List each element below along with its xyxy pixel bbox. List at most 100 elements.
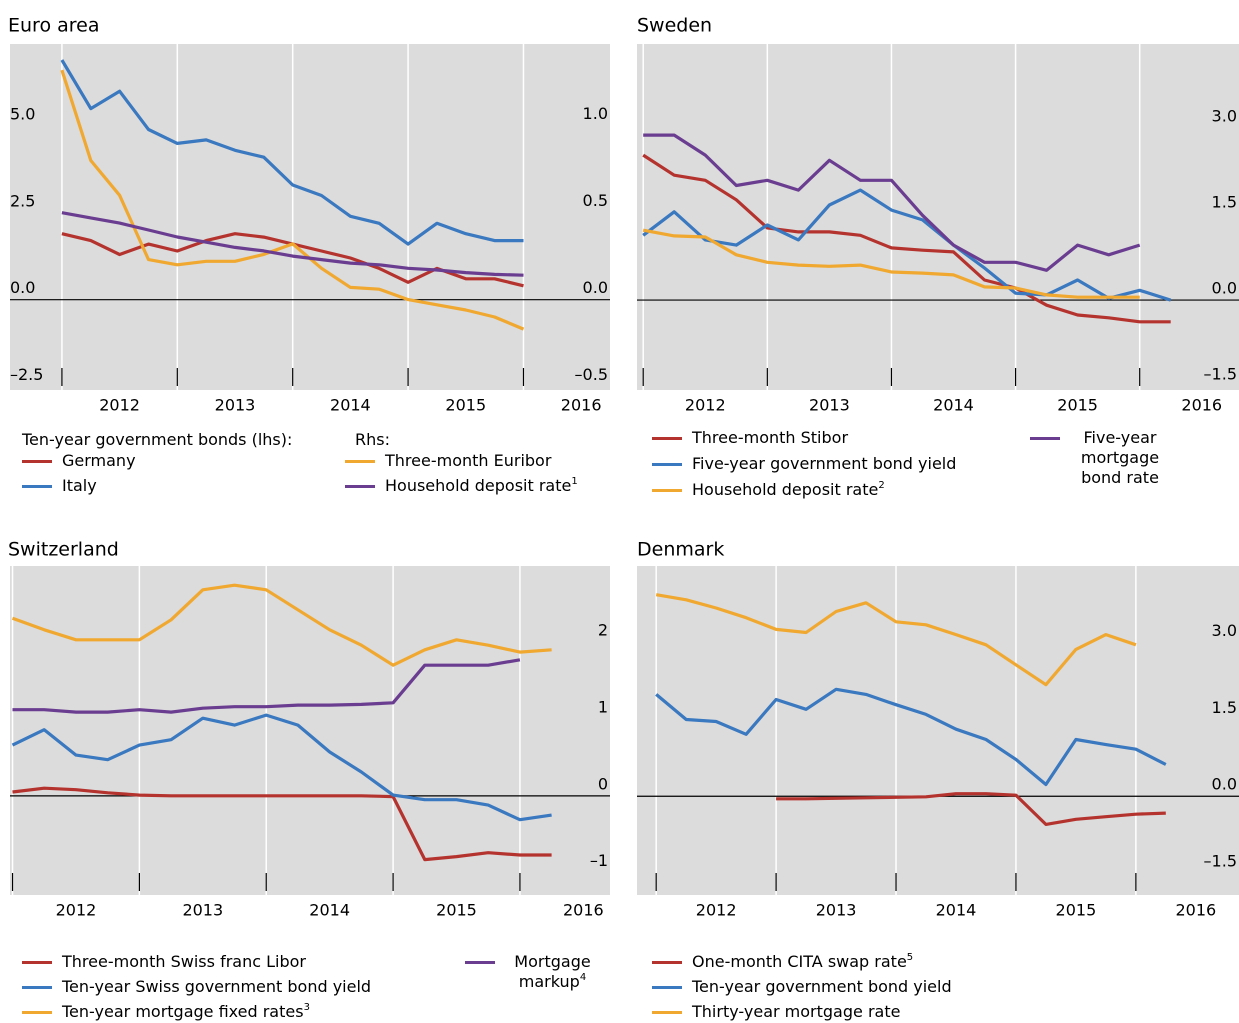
legend-text: Thirty-year mortgage rate	[692, 1002, 901, 1021]
legend-text: Ten-year mortgage fixed rates	[62, 1002, 304, 1021]
series-line	[60, 69, 525, 331]
legend-swatch	[22, 460, 52, 463]
chart-title: Switzerland	[8, 539, 119, 561]
legend-swatch	[22, 961, 52, 964]
plot-background	[637, 566, 1239, 895]
legend-label: Thirty-year mortgage rate	[692, 1002, 900, 1022]
legend-text: Ten-year government bond yield	[692, 977, 952, 996]
legend-label: One-month CITA swap rate5	[692, 952, 913, 972]
x-tick-label: 2016	[1181, 396, 1222, 415]
legend-item: Ten-year Swiss government bond yield	[22, 977, 371, 997]
series-line	[655, 687, 1167, 787]
legend-label: Household deposit rate2	[692, 480, 885, 500]
legend-label: Three-month Stibor	[692, 428, 848, 448]
x-tick-label: 2014	[309, 901, 350, 920]
x-tick-label: 2014	[936, 901, 977, 920]
legend-swatch	[652, 463, 682, 466]
series-line	[11, 713, 552, 822]
plot-background	[10, 566, 610, 895]
series-line	[12, 658, 521, 714]
legend-item: One-month CITA swap rate5	[652, 952, 913, 972]
series-line	[12, 786, 552, 862]
series-line	[60, 59, 524, 246]
y-tick-label: 0.0	[10, 278, 35, 297]
plot-background	[637, 44, 1239, 390]
x-tick-label: 2014	[330, 396, 371, 415]
chart-panel: Switzerland 2012 2013 2014 2015 2016 –1 0 1 2	[8, 539, 610, 920]
legend-text: One-month CITA swap rate	[692, 952, 907, 971]
y2-tick-label: 0.0	[583, 278, 608, 297]
legend-swatch	[1030, 437, 1060, 440]
x-tick-label: 2013	[816, 901, 857, 920]
x-tick-label: 2015	[436, 901, 477, 920]
legend-item: Italy	[22, 476, 97, 496]
y-tick-label: 1	[598, 697, 608, 716]
y-tick-label: 0.0	[1212, 775, 1237, 794]
x-tick-label: 2012	[696, 901, 737, 920]
y-tick-label: –2.5	[10, 365, 43, 384]
legend-label: Household deposit rate1	[385, 476, 578, 496]
chart-panel: Sweden 2012 2013 2014 2015 2016 –1.5 0.0 1.5 3.0	[637, 15, 1239, 415]
legend-footnote: 3	[303, 1002, 310, 1013]
y-tick-label: –1.5	[1204, 364, 1237, 383]
plot-background	[10, 44, 610, 390]
legend-text: Three-month Euribor	[385, 451, 552, 470]
legend-heading: Ten-year government bonds (lhs):	[22, 430, 293, 449]
x-tick-label: 2014	[933, 396, 974, 415]
series-line	[642, 228, 1140, 299]
legend-text: Germany	[62, 451, 136, 470]
y-tick-label: 1.5	[1212, 698, 1237, 717]
legend-label: Three-month Euribor	[385, 451, 551, 471]
y-tick-label: 3.0	[1212, 107, 1237, 126]
y-tick-label: 0.0	[1212, 279, 1237, 298]
legend-text: Italy	[62, 476, 97, 495]
legend-swatch	[22, 1011, 52, 1014]
x-tick-label: 2012	[685, 396, 726, 415]
legend-item: Mortgage markup4	[465, 952, 600, 992]
legend-item: Germany	[22, 451, 136, 471]
legend-label: Italy	[62, 476, 97, 496]
y-tick-label: 2.5	[10, 191, 35, 210]
legend-swatch	[345, 460, 375, 463]
series-line	[655, 593, 1137, 687]
legend-swatch	[652, 489, 682, 492]
series-line	[11, 583, 552, 667]
legend-text: Household deposit rate	[692, 480, 879, 499]
x-tick-label: 2016	[1175, 901, 1216, 920]
legend-swatch	[22, 986, 52, 989]
chart-panel: Euro area 2012 2013 2014 2015 2016 –2.5 0.0 2.5 5…	[8, 15, 610, 415]
legend-text: Household deposit rate	[385, 476, 572, 495]
chart-panel: Denmark 2012 2013 2014 2015 2016 –1.5 0.0 1.5 3.0	[637, 539, 1239, 920]
legend-text: Five-year government bond yield	[692, 454, 957, 473]
legend-label: Ten-year Swiss government bond yield	[62, 977, 371, 997]
legend-label: Three-month Swiss franc Libor	[62, 952, 306, 972]
legend-item: Three-month Stibor	[652, 428, 848, 448]
legend-text: Ten-year Swiss government bond yield	[62, 977, 372, 996]
chart-title: Sweden	[637, 15, 712, 37]
x-tick-label: 2015	[1057, 396, 1098, 415]
legend-text: Mortgage markup	[514, 952, 591, 991]
y-tick-label: 5.0	[10, 104, 35, 123]
chart-title: Euro area	[8, 15, 99, 37]
y-tick-label: 1.5	[1212, 193, 1237, 212]
legend-item: Three-month Euribor	[345, 451, 551, 471]
legend-swatch	[345, 485, 375, 488]
legend-label: Ten-year mortgage fixed rates3	[62, 1002, 310, 1022]
x-tick-label: 2013	[809, 396, 850, 415]
x-tick-label: 2016	[561, 396, 602, 415]
legend-item: Ten-year government bond yield	[652, 977, 952, 997]
y-tick-label: 2	[598, 621, 608, 640]
y-tick-label: –1.5	[1204, 851, 1237, 870]
legend-item: Ten-year mortgage fixed rates3	[22, 1002, 310, 1022]
legend-item: Household deposit rate2	[652, 480, 885, 500]
legend-item: Household deposit rate1	[345, 476, 578, 496]
legend-text: Three-month Stibor	[692, 428, 849, 447]
y-tick-label: 3.0	[1212, 621, 1237, 640]
legend-footnote: 4	[579, 972, 587, 983]
legend-label: Mortgage markup4	[505, 952, 600, 992]
legend-footnote: 1	[571, 476, 578, 487]
chart-title: Denmark	[637, 539, 724, 561]
x-tick-label: 2015	[445, 396, 486, 415]
legend-swatch	[652, 1011, 682, 1014]
